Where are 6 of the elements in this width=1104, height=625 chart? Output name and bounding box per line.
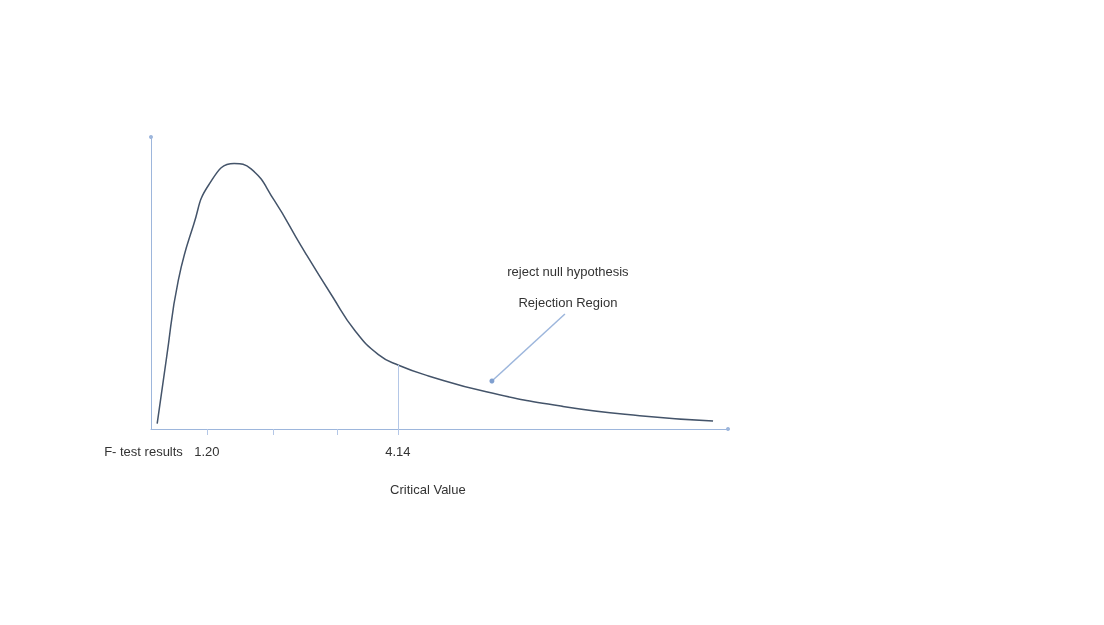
- annotation: Rejection Region: [518, 294, 618, 310]
- text: Critical Value: [390, 481, 466, 497]
- x-axis-title: F- test results: [104, 444, 184, 459]
- annotation: reject null hypothesis: [507, 263, 630, 279]
- x-tick-label: 1.20: [194, 444, 220, 459]
- x-tick-label: 4.14: [385, 444, 411, 459]
